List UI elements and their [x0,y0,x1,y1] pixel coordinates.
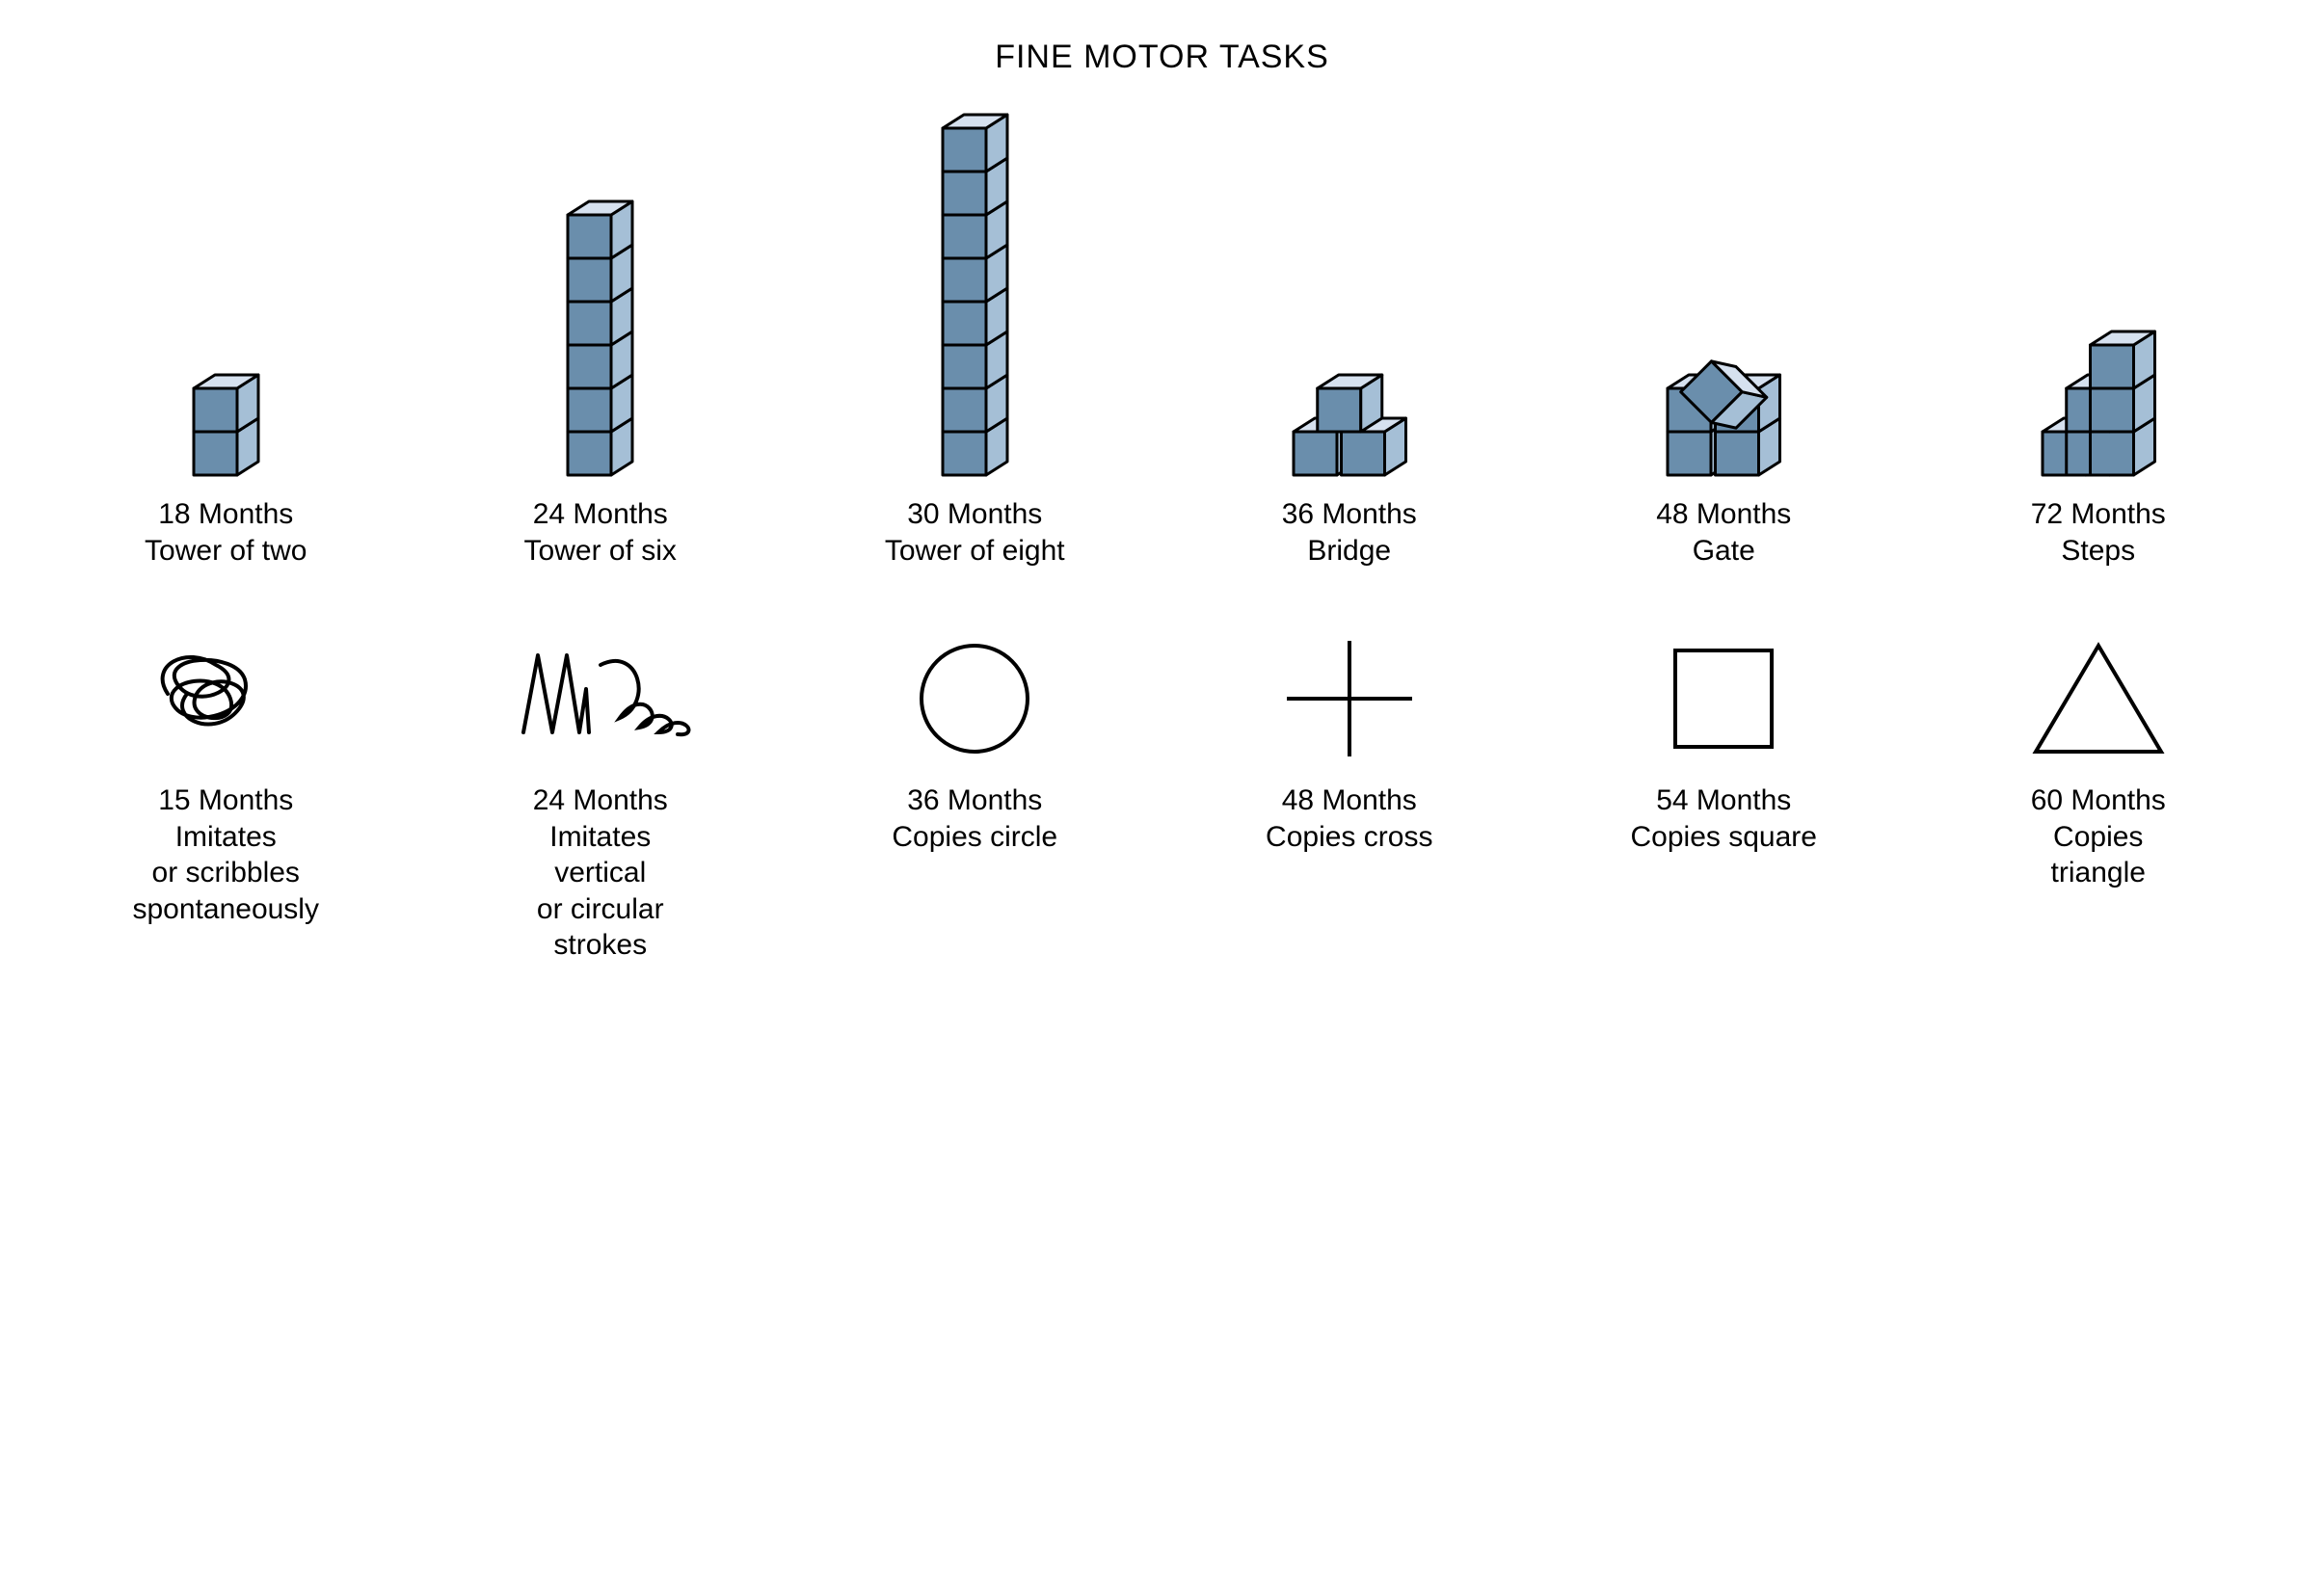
drawing-vertical-circular-icon [504,626,697,771]
drawing-caption-triangle: 60 MonthsCopies triangle [2031,782,2166,891]
block-caption-tower-8: 30 MonthsTower of eight [885,496,1065,569]
block-structure-steps [2033,322,2165,485]
block-task-steps: 72 MonthsSteps [1911,322,2286,569]
block-structure-gate [1658,357,1790,485]
block-caption-gate: 48 MonthsGate [1656,496,1791,569]
block-tasks-row: 18 MonthsTower of two 24 MonthsTower of s… [39,105,2285,569]
drawing-caption-scribble: 15 MonthsImitates or scribbles spontaneo… [133,782,319,927]
block-caption-bridge: 36 MonthsBridge [1282,496,1417,569]
drawing-task-square: 54 MonthsCopies square [1536,626,1911,855]
block-caption-steps: 72 MonthsSteps [2031,496,2166,569]
drawing-caption-cross: 48 MonthsCopies cross [1266,782,1432,855]
block-task-tower-8: 30 MonthsTower of eight [788,105,1162,569]
drawing-scribble-icon [129,626,322,771]
block-structure-bridge [1284,365,1416,485]
drawing-triangle-icon [2002,626,2195,771]
drawing-circle-icon [878,626,1071,771]
drawing-caption-strokes: 24 MonthsImitates vertical or circular s… [533,782,668,964]
block-task-tower-6: 24 MonthsTower of six [414,192,788,569]
block-caption-tower-6: 24 MonthsTower of six [524,496,677,569]
block-task-bridge: 36 MonthsBridge [1162,365,1537,569]
drawing-task-cross: 48 MonthsCopies cross [1162,626,1537,855]
drawing-caption-square: 54 MonthsCopies square [1631,782,1817,855]
block-task-tower-2: 18 MonthsTower of two [39,365,414,569]
block-structure-tower-2 [184,365,268,485]
drawing-task-strokes: 24 MonthsImitates vertical or circular s… [414,626,788,964]
page-title: FINE MOTOR TASKS [39,39,2285,76]
block-structure-tower-8 [933,105,1017,485]
drawing-square-icon [1627,626,1820,771]
drawing-cross-icon [1253,626,1446,771]
drawing-tasks-row: 15 MonthsImitates or scribbles spontaneo… [39,626,2285,964]
drawing-task-triangle: 60 MonthsCopies triangle [1911,626,2286,891]
block-caption-tower-2: 18 MonthsTower of two [145,496,307,569]
drawing-task-circle: 36 MonthsCopies circle [788,626,1162,855]
block-structure-tower-6 [558,192,642,485]
drawing-task-scribble: 15 MonthsImitates or scribbles spontaneo… [39,626,414,927]
drawing-caption-circle: 36 MonthsCopies circle [892,782,1057,855]
block-task-gate: 48 MonthsGate [1536,357,1911,569]
